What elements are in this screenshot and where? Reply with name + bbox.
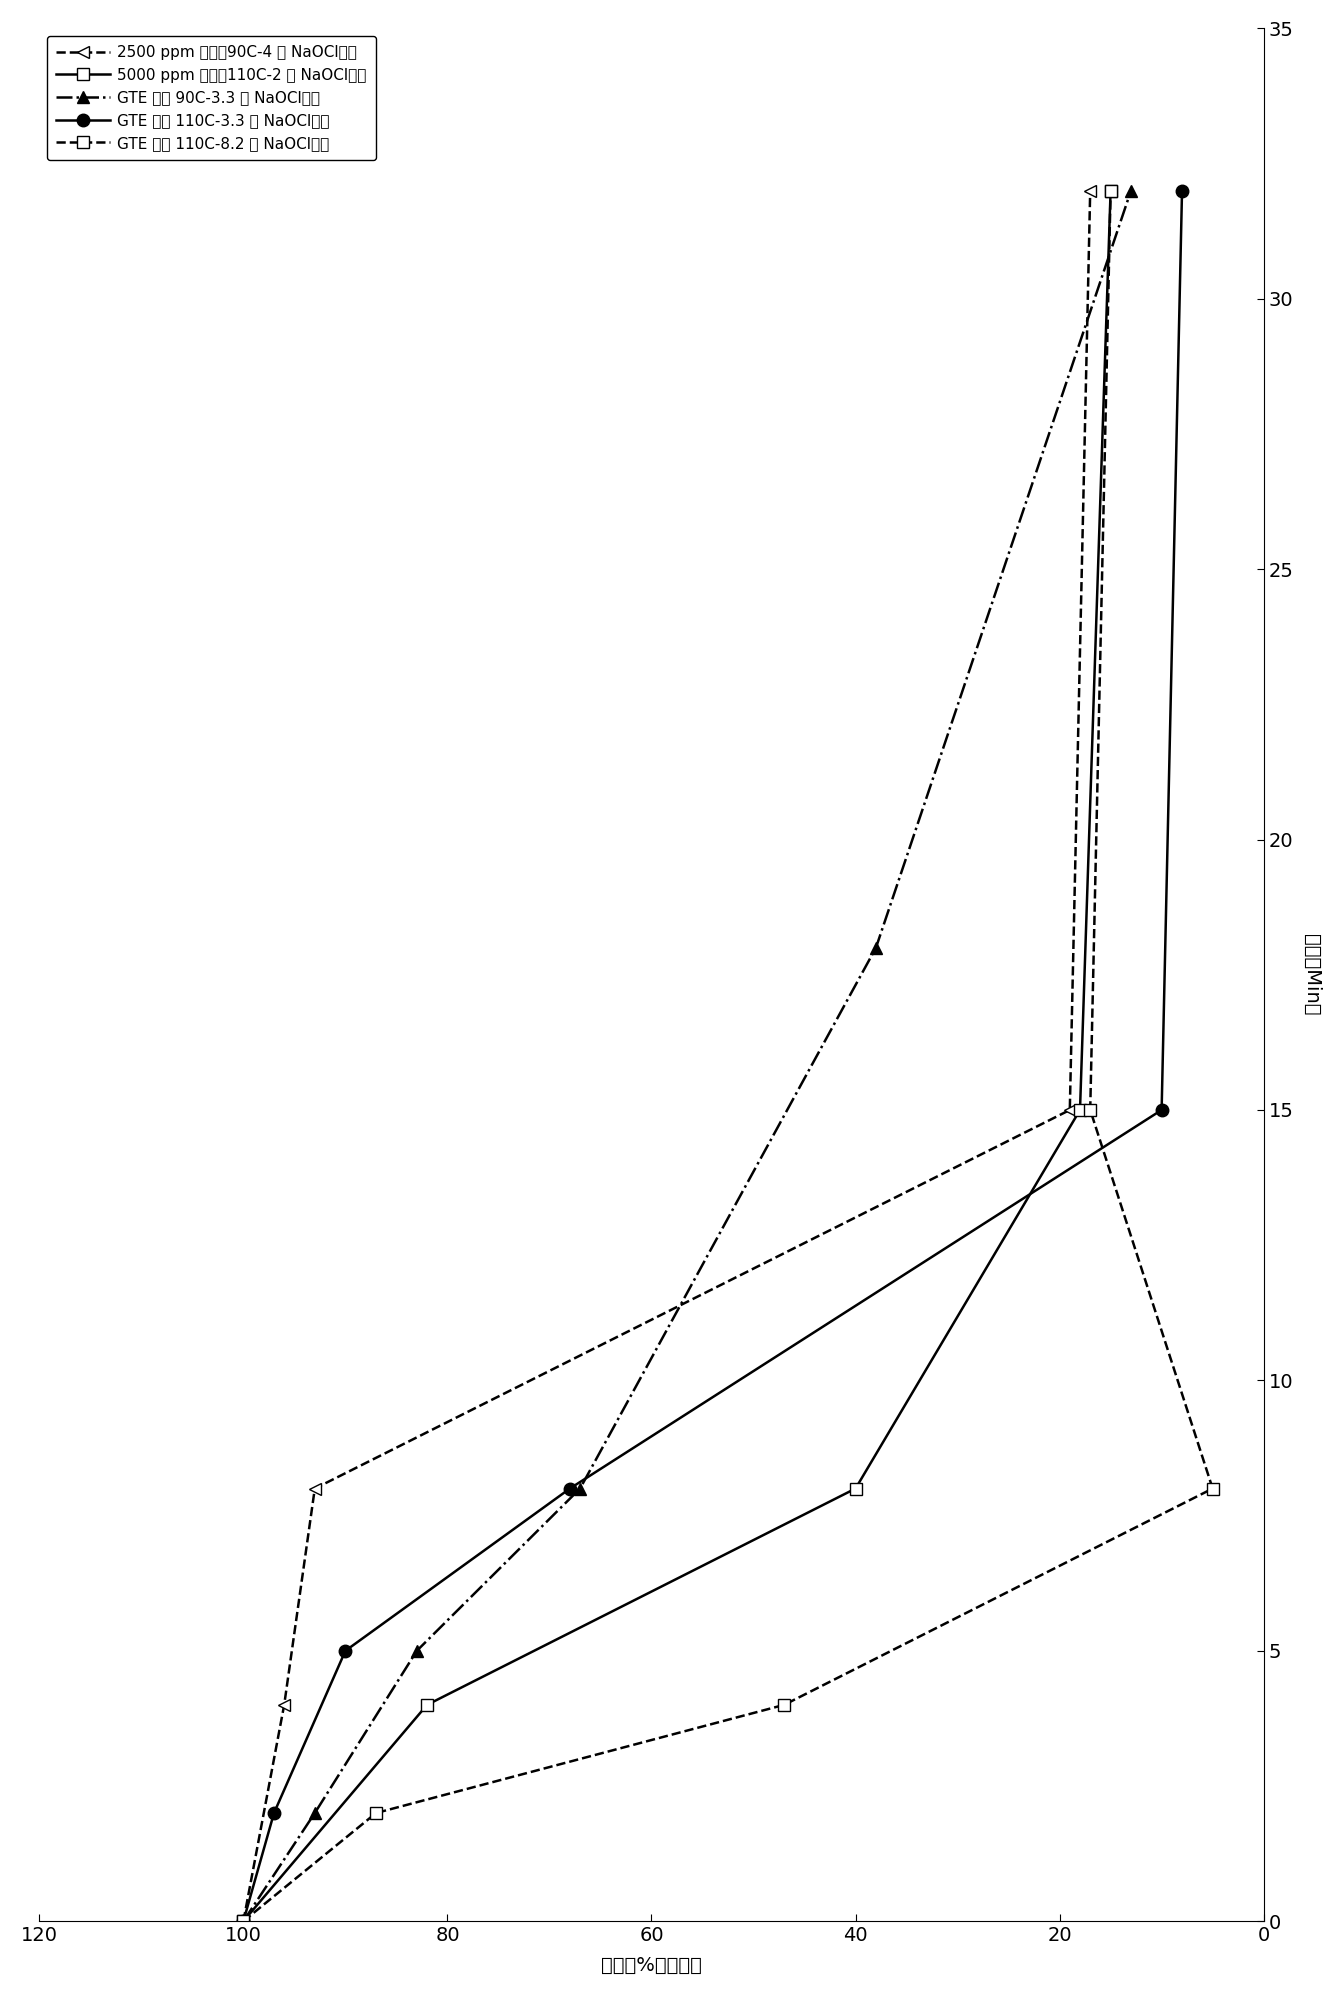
- GTE 盐水 110C-3.3 倍 NaOCl过量: [235, 1910, 251, 1934]
- Line: 5000 ppm 甘油，110C-2 倍 NaOCl过量: 5000 ppm 甘油，110C-2 倍 NaOCl过量: [238, 184, 1117, 1928]
- 2500 ppm 甘油，90C-4 倍 NaOCl过量: [307, 1477, 323, 1501]
- Legend: 2500 ppm 甘油，90C-4 倍 NaOCl过量, 5000 ppm 甘油，110C-2 倍 NaOCl过量, GTE 盐水 90C-3.3 倍 NaOC: 2500 ppm 甘油，90C-4 倍 NaOCl过量, 5000 ppm 甘油…: [47, 36, 376, 160]
- 5000 ppm 甘油，110C-2 倍 NaOCl过量: [848, 1477, 864, 1501]
- GTE 盐水 110C-3.3 倍 NaOCl过量: [1174, 178, 1190, 202]
- GTE 盐水 110C-8.2 倍 NaOCl过量: [368, 1800, 384, 1824]
- GTE 盐水 110C-3.3 倍 NaOCl过量: [266, 1800, 282, 1824]
- 2500 ppm 甘油，90C-4 倍 NaOCl过量: [1062, 1098, 1078, 1122]
- 2500 ppm 甘油，90C-4 倍 NaOCl过量: [235, 1910, 251, 1934]
- GTE 盐水 110C-8.2 倍 NaOCl过量: [235, 1910, 251, 1934]
- GTE 盐水 110C-3.3 倍 NaOCl过量: [337, 1639, 353, 1663]
- 5000 ppm 甘油，110C-2 倍 NaOCl过量: [1103, 178, 1119, 202]
- Y-axis label: 时间（Min）: 时间（Min）: [1302, 934, 1321, 1016]
- GTE 盐水 90C-3.3 倍 NaOCl过量: [235, 1910, 251, 1934]
- GTE 盐水 110C-8.2 倍 NaOCl过量: [776, 1693, 792, 1717]
- 5000 ppm 甘油，110C-2 倍 NaOCl过量: [235, 1910, 251, 1934]
- GTE 盐水 110C-8.2 倍 NaOCl过量: [1205, 1477, 1221, 1501]
- 2500 ppm 甘油，90C-4 倍 NaOCl过量: [1082, 178, 1098, 202]
- GTE 盐水 110C-3.3 倍 NaOCl过量: [1154, 1098, 1170, 1122]
- 5000 ppm 甘油，110C-2 倍 NaOCl过量: [419, 1693, 435, 1717]
- Line: 2500 ppm 甘油，90C-4 倍 NaOCl过量: 2500 ppm 甘油，90C-4 倍 NaOCl过量: [238, 184, 1096, 1928]
- 5000 ppm 甘油，110C-2 倍 NaOCl过量: [1072, 1098, 1088, 1122]
- GTE 盐水 90C-3.3 倍 NaOCl过量: [868, 936, 884, 960]
- GTE 盐水 110C-3.3 倍 NaOCl过量: [562, 1477, 578, 1501]
- Line: GTE 盐水 110C-8.2 倍 NaOCl过量: GTE 盐水 110C-8.2 倍 NaOCl过量: [238, 184, 1219, 1928]
- GTE 盐水 90C-3.3 倍 NaOCl过量: [307, 1800, 323, 1824]
- Line: GTE 盐水 90C-3.3 倍 NaOCl过量: GTE 盐水 90C-3.3 倍 NaOCl过量: [238, 184, 1137, 1928]
- Line: GTE 盐水 110C-3.3 倍 NaOCl过量: GTE 盐水 110C-3.3 倍 NaOCl过量: [238, 184, 1188, 1928]
- GTE 盐水 110C-8.2 倍 NaOCl过量: [1103, 178, 1119, 202]
- X-axis label: 剩余（%）剖一剩: 剩余（%）剖一剩: [601, 1956, 702, 1976]
- 2500 ppm 甘油，90C-4 倍 NaOCl过量: [276, 1693, 293, 1717]
- GTE 盐水 90C-3.3 倍 NaOCl过量: [409, 1639, 425, 1663]
- GTE 盐水 110C-8.2 倍 NaOCl过量: [1082, 1098, 1098, 1122]
- GTE 盐水 90C-3.3 倍 NaOCl过量: [572, 1477, 588, 1501]
- GTE 盐水 90C-3.3 倍 NaOCl过量: [1123, 178, 1139, 202]
